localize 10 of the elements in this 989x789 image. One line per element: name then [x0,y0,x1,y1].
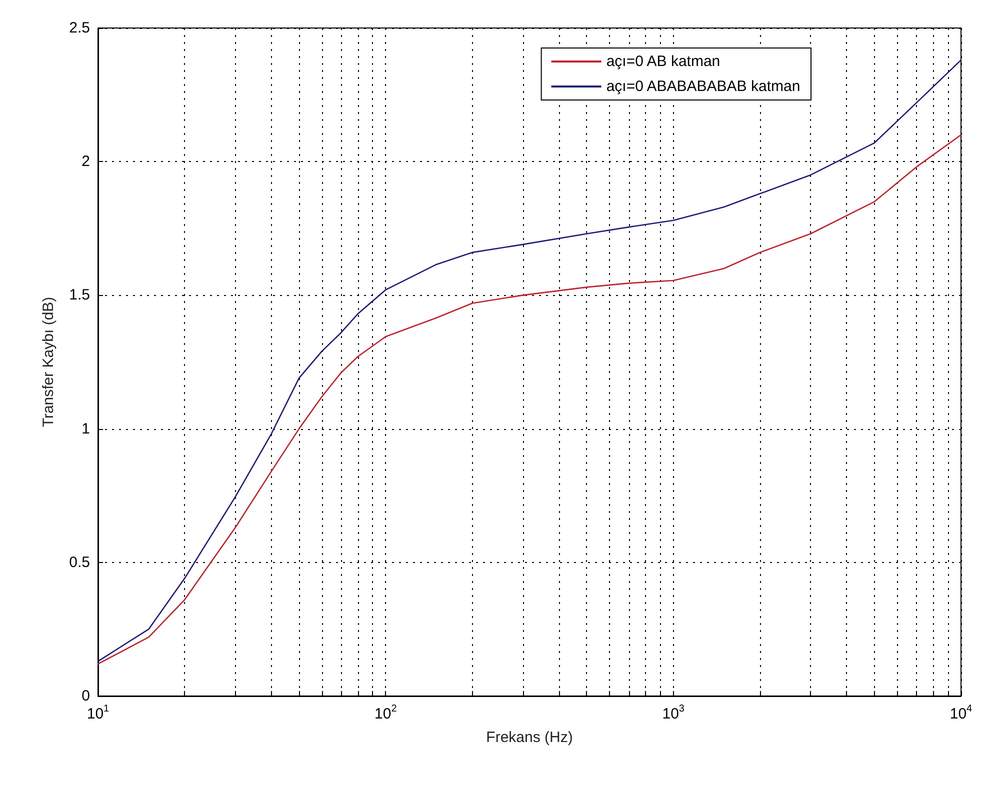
y-tick-label: 1.5 [69,286,90,304]
y-tick-label: 2.5 [69,20,90,36]
y-tick-label: 0 [82,688,90,704]
legend-label: açı=0 ABABABABAB katman [606,78,800,95]
y-axis-title: Transfer Kaybı (dB) [40,296,57,428]
y-tick-label: 2 [82,153,90,170]
legend-label: açı=0 AB katman [606,53,720,70]
x-axis-title: Frekans (Hz) [486,729,573,746]
y-tick-label: 0.5 [69,554,90,571]
y-tick-label: 1 [82,420,90,438]
